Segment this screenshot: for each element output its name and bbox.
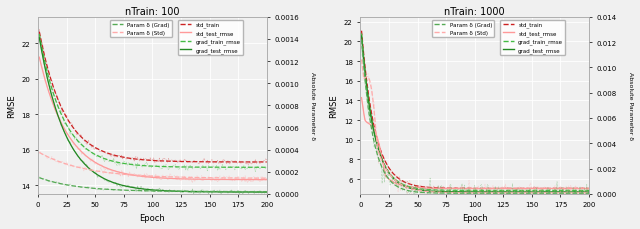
X-axis label: Epoch: Epoch (140, 213, 165, 222)
Param δ (Grad) (35, 177, 43, 179)
std_train (77, 136, 85, 139)
Param δ (Grad) (252, 190, 259, 193)
Y-axis label: Absolute Parameter δ: Absolute Parameter δ (628, 72, 633, 140)
std_train (252, 161, 259, 164)
grad_test_rmse (263, 191, 271, 194)
Line: std_test_rmse: std_test_rmse (39, 58, 267, 180)
Param δ (Grad) (244, 190, 252, 193)
Y-axis label: RMSE: RMSE (329, 94, 338, 117)
Y-axis label: RMSE: RMSE (7, 94, 16, 117)
Title: nTrain: 100: nTrain: 100 (125, 7, 180, 17)
Legend: std_train, std_test_rmse, grad_train_rmse, grad_test_rmse: std_train, std_test_rmse, grad_train_rms… (178, 20, 243, 56)
Line: std_train: std_train (39, 33, 267, 162)
Title: nTrain: 1000: nTrain: 1000 (444, 7, 505, 17)
std_train (263, 161, 271, 164)
grad_train_rmse (244, 166, 252, 169)
X-axis label: Epoch: Epoch (462, 213, 488, 222)
grad_train_rmse (45, 76, 52, 79)
grad_train_rmse (77, 144, 85, 147)
std_test_rmse (244, 178, 252, 181)
Param δ (Grad) (45, 180, 52, 182)
Param δ (Std) (96, 170, 104, 173)
Param δ (Std) (45, 156, 52, 159)
Param δ (Grad) (77, 186, 85, 189)
Line: grad_train_rmse: grad_train_rmse (39, 35, 267, 168)
grad_train_rmse (263, 166, 271, 169)
std_train (49, 85, 57, 88)
std_test_rmse (96, 164, 104, 167)
grad_test_rmse (49, 99, 57, 102)
Legend: std_train, std_test_rmse, grad_train_rmse, grad_test_rmse: std_train, std_test_rmse, grad_train_rms… (500, 20, 565, 56)
Line: Param δ (Std): Param δ (Std) (39, 153, 267, 178)
std_test_rmse (252, 178, 259, 181)
Param δ (Std) (244, 177, 252, 180)
Param δ (Std) (252, 177, 259, 180)
grad_test_rmse (45, 82, 52, 85)
std_train (45, 70, 52, 73)
grad_train_rmse (49, 92, 57, 94)
Param δ (Std) (263, 177, 271, 180)
std_test_rmse (35, 57, 43, 59)
grad_test_rmse (244, 191, 252, 194)
Param δ (Grad) (49, 181, 57, 183)
std_train (35, 31, 43, 34)
Param δ (Grad) (263, 190, 271, 193)
grad_train_rmse (252, 166, 259, 169)
std_test_rmse (77, 151, 85, 153)
grad_train_rmse (35, 33, 43, 36)
std_test_rmse (263, 178, 271, 181)
Param δ (Std) (49, 158, 57, 161)
std_train (244, 161, 252, 164)
std_test_rmse (49, 103, 57, 106)
Param δ (Grad) (96, 188, 104, 190)
grad_test_rmse (96, 175, 104, 178)
std_test_rmse (45, 90, 52, 93)
grad_test_rmse (252, 191, 259, 194)
Line: grad_test_rmse: grad_test_rmse (39, 38, 267, 192)
Line: Param δ (Grad): Param δ (Grad) (39, 178, 267, 192)
grad_test_rmse (77, 160, 85, 162)
grad_train_rmse (96, 156, 104, 158)
grad_test_rmse (35, 37, 43, 40)
Param δ (Std) (35, 151, 43, 154)
std_train (96, 149, 104, 152)
Y-axis label: Absolute Parameter δ: Absolute Parameter δ (310, 72, 316, 140)
Param δ (Std) (77, 167, 85, 170)
